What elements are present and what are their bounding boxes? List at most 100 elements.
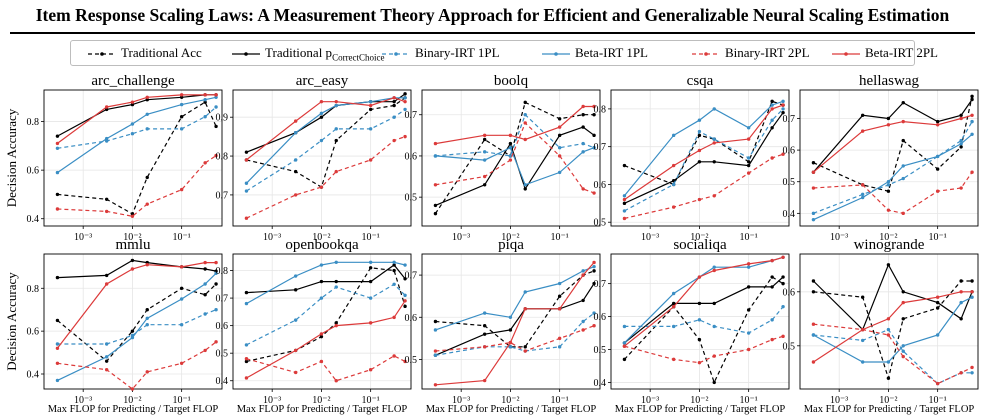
data-point xyxy=(203,100,207,104)
data-point xyxy=(970,279,974,283)
data-point xyxy=(392,263,396,267)
y-tick-label: 0.5 xyxy=(594,218,607,229)
data-point xyxy=(368,296,373,300)
series-line xyxy=(246,97,406,161)
data-point xyxy=(293,348,298,353)
data-point xyxy=(935,154,940,159)
y-gridlines xyxy=(233,270,411,382)
data-point xyxy=(104,209,109,214)
data-point xyxy=(886,123,891,127)
data-point xyxy=(403,299,407,303)
y-tick-label: 0.7 xyxy=(783,114,796,125)
data-point xyxy=(781,99,785,104)
y-tick-label: 0.5 xyxy=(783,341,796,352)
data-point xyxy=(886,116,891,121)
data-point xyxy=(860,113,865,118)
x-axis-label: Max FLOP for Predicting / Target FLOP xyxy=(237,404,408,415)
y-tick-label: 0.7 xyxy=(594,142,607,153)
data-point xyxy=(557,307,562,311)
series-line xyxy=(813,323,973,385)
data-point xyxy=(334,260,338,264)
data-point xyxy=(179,127,184,131)
data-point xyxy=(104,197,109,201)
x-tick-label: 10⁻¹ xyxy=(929,395,947,406)
series-beta_1pl xyxy=(433,145,596,187)
data-point xyxy=(557,336,562,341)
data-point xyxy=(368,103,373,108)
data-point xyxy=(55,207,60,211)
data-point xyxy=(334,279,338,284)
data-point xyxy=(557,294,562,298)
data-point xyxy=(712,301,716,306)
data-point xyxy=(770,99,774,104)
series-line xyxy=(813,114,973,173)
x-axis-label: Max FLOP for Predicting / Target FLOP xyxy=(48,404,219,415)
data-point xyxy=(581,141,585,146)
x-tick-label: 10⁻² xyxy=(690,232,708,243)
data-point xyxy=(214,124,218,129)
data-point xyxy=(886,208,891,212)
x-gridlines xyxy=(838,254,939,389)
data-point xyxy=(403,293,407,298)
plot-frame xyxy=(799,89,979,227)
x-axis-label: Max FLOP for Predicting / Target FLOP xyxy=(426,404,597,415)
data-point xyxy=(130,335,135,340)
series-line xyxy=(813,296,973,363)
legend-label-text: Binary-IRT 1PL xyxy=(415,45,500,60)
data-point xyxy=(622,194,627,198)
series-bin_2pl xyxy=(433,121,596,195)
data-point xyxy=(671,324,676,329)
y-tick-label: 0.6 xyxy=(27,327,40,338)
data-point xyxy=(368,279,373,284)
series-bin_2pl xyxy=(55,340,218,391)
data-point xyxy=(935,381,940,386)
x-tick-label: 10⁻³ xyxy=(74,395,92,406)
y-tick-label: 0.6 xyxy=(405,151,418,162)
series-trad_pcc xyxy=(622,275,785,345)
series-line xyxy=(57,272,217,381)
data-point xyxy=(901,354,905,359)
data-point xyxy=(145,370,149,374)
data-point xyxy=(592,311,596,315)
x-tick-label: 10⁻² xyxy=(690,395,708,406)
data-point xyxy=(433,328,438,332)
panel-arc_easy: arc_easy 0.7 0.8 0.9 10⁻³ 10⁻² 10⁻¹ xyxy=(216,73,412,243)
data-point xyxy=(935,119,940,124)
y-tick-label: 0.4 xyxy=(594,378,607,389)
series-line xyxy=(812,99,973,173)
data-point xyxy=(970,371,974,375)
data-point xyxy=(482,311,487,315)
data-point xyxy=(781,281,785,286)
series-beta_2pl xyxy=(811,290,974,364)
data-point xyxy=(145,95,149,99)
legend-label: Traditional pCorrectChoice xyxy=(265,45,385,63)
series-line xyxy=(246,283,406,346)
data-point xyxy=(214,95,218,99)
y-tick-label: 0.7 xyxy=(405,110,418,121)
data-point xyxy=(746,137,751,141)
data-point xyxy=(901,211,905,216)
data-point xyxy=(392,138,396,143)
x-tick-label: 10⁻³ xyxy=(830,232,848,243)
data-point xyxy=(319,332,324,336)
data-point xyxy=(403,92,407,96)
panel-title: csqa xyxy=(687,73,714,89)
data-point xyxy=(55,346,60,350)
data-point xyxy=(746,308,751,312)
x-tick-label: 10⁻³ xyxy=(74,232,92,243)
data-point xyxy=(244,181,249,185)
legend-swatch xyxy=(382,52,410,56)
series-trad_acc xyxy=(811,279,974,381)
data-point xyxy=(433,211,438,216)
legend: Traditional Acc Traditional pCorrectChoic… xyxy=(70,40,938,66)
data-point xyxy=(592,264,596,269)
panel-csqa: csqa 0.5 0.6 0.7 0.8 10⁻³ 10⁻² 10⁻¹ xyxy=(594,73,790,243)
series-trad_acc xyxy=(811,94,974,193)
data-point xyxy=(671,133,676,138)
data-point xyxy=(959,371,963,375)
data-point xyxy=(860,327,865,332)
data-point xyxy=(145,316,149,320)
y-tick-label: 0.6 xyxy=(594,312,607,323)
series-line xyxy=(57,101,217,215)
